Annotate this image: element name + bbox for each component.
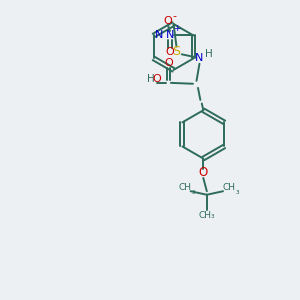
Text: H: H [147,74,155,84]
Text: ₃: ₃ [236,187,239,196]
Text: O: O [164,58,173,68]
Text: N: N [166,31,174,40]
Text: O: O [166,47,174,57]
Text: S: S [172,45,181,58]
Text: O: O [164,16,172,26]
Text: +: + [173,25,180,34]
Text: O: O [152,74,161,84]
Text: CH₃: CH₃ [199,211,215,220]
Text: H: H [205,49,213,59]
Text: N: N [155,31,164,40]
Text: O: O [199,166,208,179]
Text: CH: CH [222,183,236,192]
Text: N: N [195,53,204,63]
Text: CH: CH [178,183,191,192]
Text: -: - [172,11,176,21]
Text: ₃: ₃ [191,187,195,196]
